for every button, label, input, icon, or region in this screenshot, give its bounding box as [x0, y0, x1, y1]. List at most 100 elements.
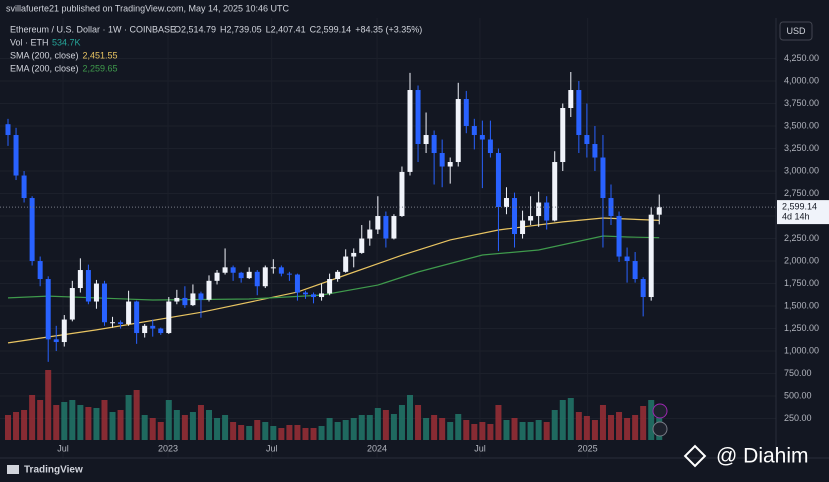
- candle-body: [431, 135, 437, 154]
- candle-body: [118, 322, 124, 325]
- candle-body: [214, 272, 220, 281]
- y-tick-label: 3,250.00: [784, 143, 819, 153]
- candle-body: [463, 99, 469, 127]
- volume-bar: [165, 400, 172, 440]
- volume-bar: [278, 428, 285, 440]
- candle-body: [238, 272, 244, 279]
- volume-bar: [77, 405, 84, 440]
- candle-body: [520, 220, 526, 235]
- volume-bar: [591, 420, 598, 440]
- volume-bar: [93, 408, 100, 440]
- candle-body: [656, 207, 662, 215]
- candle-body: [126, 301, 132, 325]
- volume-bar: [398, 405, 405, 440]
- legend-value: 2,259.65: [83, 63, 118, 73]
- volume-bar: [310, 428, 317, 440]
- x-tick-label: Jul: [474, 443, 486, 453]
- candle-body: [93, 283, 99, 302]
- volume-bar: [181, 415, 188, 440]
- candle-body: [343, 256, 349, 272]
- candle-body: [254, 271, 260, 287]
- y-tick-label: 1,750.00: [784, 278, 819, 288]
- x-tick-label: Jul: [57, 443, 69, 453]
- volume-bar: [471, 424, 478, 440]
- volume-bar: [133, 390, 140, 440]
- candle-body: [407, 90, 413, 172]
- candle-body: [632, 261, 638, 280]
- volume-bar: [616, 412, 623, 440]
- event-icon[interactable]: [652, 403, 668, 419]
- candle-body: [359, 238, 365, 253]
- ohlc-value: O2,514.79: [174, 24, 216, 34]
- volume-bar: [61, 402, 68, 440]
- volume-bar: [431, 415, 438, 440]
- volume-bar: [85, 407, 92, 440]
- ohlc-value: +84.35 (+3.35%): [355, 24, 422, 34]
- y-tick-label: 750.00: [784, 368, 812, 378]
- volume-bar: [543, 422, 550, 440]
- volume-label: Vol · ETH: [10, 37, 49, 47]
- candle-body: [158, 328, 164, 334]
- volume-bar: [238, 425, 245, 440]
- candle-body: [399, 171, 405, 217]
- volume-bar: [382, 410, 389, 440]
- candle-body: [21, 175, 27, 199]
- candle-body: [206, 280, 212, 300]
- currency-box[interactable]: [779, 21, 813, 41]
- candle-body: [528, 216, 534, 221]
- candle-body: [487, 139, 493, 154]
- candle-body: [230, 267, 236, 273]
- candle-body: [576, 90, 582, 136]
- candle-body: [246, 271, 252, 279]
- volume-bar: [648, 400, 655, 440]
- volume-bar: [342, 420, 349, 440]
- volume-bar: [632, 415, 639, 440]
- candle-body: [584, 135, 590, 145]
- candle-body: [608, 198, 614, 217]
- currency[interactable]: USD: [786, 26, 806, 36]
- volume-bar: [624, 418, 631, 440]
- candle-body: [560, 108, 566, 163]
- candle-body: [503, 198, 509, 208]
- candle-body: [77, 270, 83, 289]
- event-icon[interactable]: [652, 421, 668, 437]
- volume-bar: [447, 422, 454, 440]
- ohlc-value: C2,599.14: [310, 24, 352, 34]
- volume-bar: [254, 420, 261, 440]
- watermark: @ Diahim: [716, 445, 809, 468]
- volume-bar: [374, 408, 381, 440]
- candle-body: [110, 322, 116, 324]
- volume-bar: [583, 416, 590, 440]
- candle-body: [222, 267, 228, 273]
- candle-body: [640, 279, 646, 298]
- volume-bar: [206, 410, 212, 440]
- footer: TradingView: [24, 465, 83, 476]
- candle-body: [37, 261, 43, 280]
- volume-bar: [214, 418, 221, 440]
- volume-bar: [495, 405, 502, 440]
- volume-bar: [270, 426, 277, 440]
- y-tick-label: 2,750.00: [784, 188, 819, 198]
- y-tick-label: 500.00: [784, 390, 812, 400]
- y-tick-label: 4,250.00: [784, 53, 819, 63]
- x-tick-label: 2025: [578, 443, 598, 453]
- candle-body: [447, 162, 453, 167]
- candle-body: [391, 216, 397, 239]
- y-tick-label: 1,000.00: [784, 345, 819, 355]
- volume-bar: [5, 415, 11, 440]
- candle-body: [278, 267, 284, 274]
- y-tick-label: 250.00: [784, 413, 812, 423]
- volume-bar: [479, 422, 486, 440]
- volume-bar: [189, 412, 196, 440]
- ma-line: [7, 217, 660, 344]
- candle-body: [29, 198, 35, 262]
- ohlc-value: L2,407.41: [266, 24, 306, 34]
- last-price: 2,599.14: [782, 201, 817, 211]
- volume-bar: [390, 414, 397, 440]
- volume-bar: [149, 418, 156, 440]
- candle-body: [455, 99, 461, 163]
- candle-body: [101, 283, 107, 323]
- last-price-box: [777, 200, 829, 225]
- candle-body: [286, 273, 292, 275]
